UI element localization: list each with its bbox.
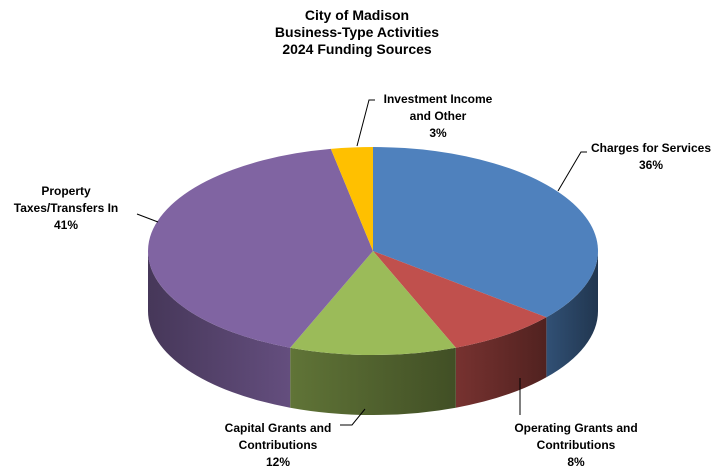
data-label-0-line-1: 36% xyxy=(639,158,663,172)
data-label-1-line-0: Operating Grants and xyxy=(514,421,637,435)
leader-line-3 xyxy=(136,213,159,223)
data-label-4-line-2: 3% xyxy=(429,126,447,140)
data-label-1-line-2: 8% xyxy=(567,455,585,469)
data-label-2-line-1: Contributions xyxy=(239,438,318,452)
pie-slice-2 xyxy=(290,251,456,356)
pie-slice-0 xyxy=(373,147,598,318)
pie-sides xyxy=(148,251,598,415)
data-label-4-line-0: Investment Income xyxy=(384,92,493,106)
pie-side-1 xyxy=(455,317,547,408)
chart-title-line-3: 2024 Funding Sources xyxy=(282,41,432,57)
data-label-4-line-1: and Other xyxy=(410,109,467,123)
data-label-1: Operating Grants and Contributions 8% xyxy=(514,421,637,469)
data-label-2-line-0: Capital Grants and xyxy=(225,421,332,435)
pie-slice-3 xyxy=(148,148,373,348)
data-label-3-line-1: Taxes/Transfers In xyxy=(14,201,119,215)
pie-slices xyxy=(148,147,598,356)
data-label-1-line-1: Contributions xyxy=(537,438,616,452)
chart-title-line-1: City of Madison xyxy=(305,7,409,23)
chart-title-line-2: Business-Type Activities xyxy=(275,24,439,40)
chart-title: City of Madison Business-Type Activities… xyxy=(275,7,439,57)
data-label-4: Investment Income and Other 3% xyxy=(384,92,493,140)
data-labels: Charges for Services 36% Operating Grants … xyxy=(14,92,712,469)
pie-side-3 xyxy=(148,251,291,408)
pie-side-0 xyxy=(546,251,598,378)
data-label-2-line-2: 12% xyxy=(266,455,290,469)
leader-line-2 xyxy=(340,408,366,426)
pie-side-2 xyxy=(290,347,456,415)
data-label-3-line-2: 41% xyxy=(54,218,78,232)
label-leader-lines xyxy=(136,99,587,426)
leader-line-0 xyxy=(557,151,587,192)
pie-slice-4 xyxy=(330,147,373,251)
data-label-3: Property Taxes/Transfers In 41% xyxy=(14,184,119,232)
leader-line-4 xyxy=(356,99,375,147)
data-label-3-line-0: Property xyxy=(41,184,91,198)
pie-slice-1 xyxy=(373,251,547,348)
data-label-0: Charges for Services 36% xyxy=(591,141,711,172)
data-label-0-line-0: Charges for Services xyxy=(591,141,711,155)
data-label-2: Capital Grants and Contributions 12% xyxy=(225,421,332,469)
